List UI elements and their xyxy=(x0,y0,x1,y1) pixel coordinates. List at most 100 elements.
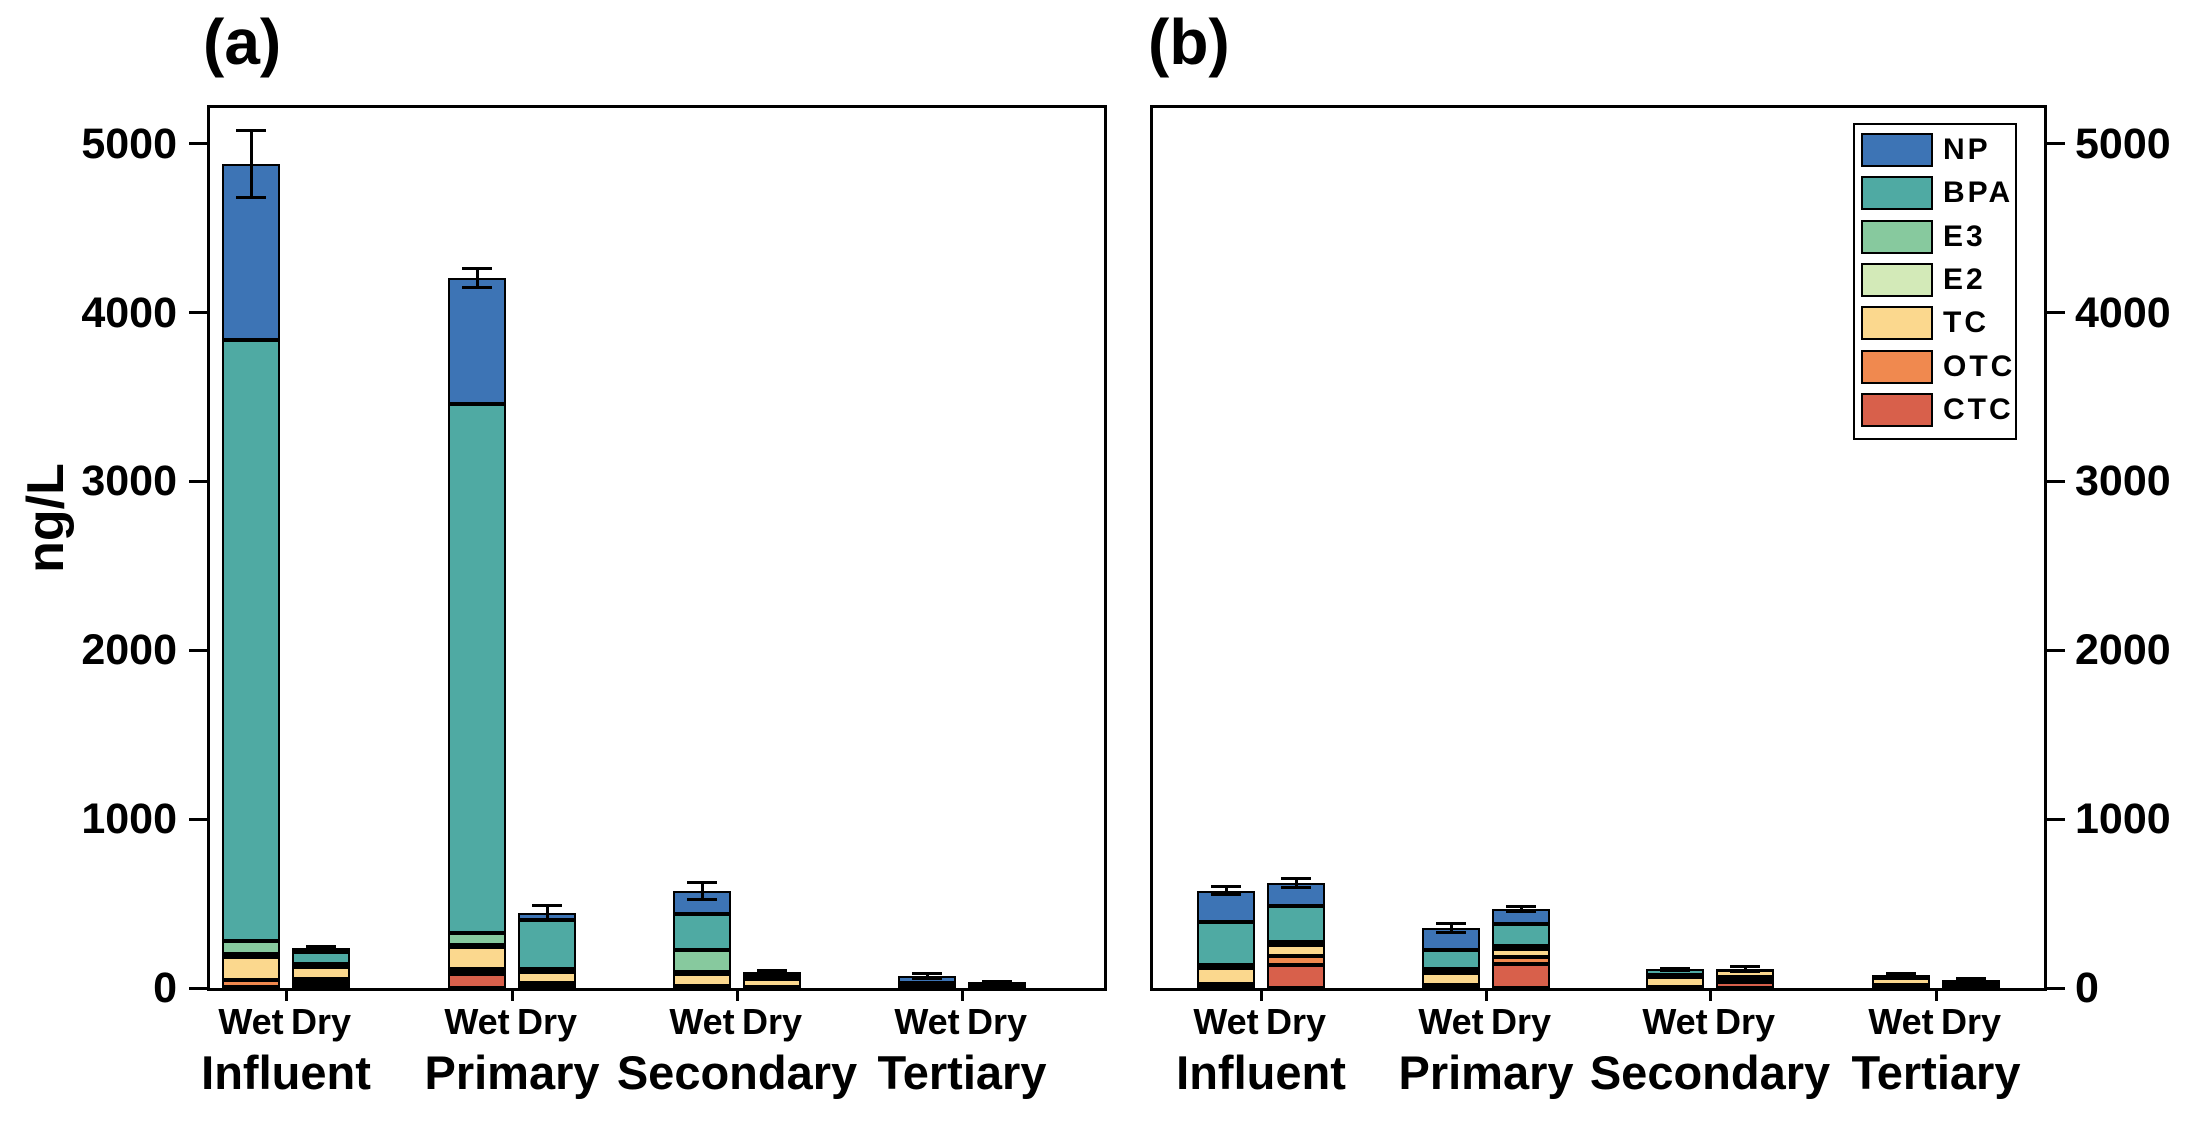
legend-label-otc: OTC xyxy=(1943,349,2016,383)
bar-segment-e2 xyxy=(1267,943,1325,946)
error-bar-cap-top xyxy=(912,971,942,975)
error-bar-cap-top xyxy=(462,267,492,271)
y-axis-tick-label: 3000 xyxy=(81,457,177,506)
bar-segment-e2 xyxy=(222,954,280,957)
legend-label-bpa: BPA xyxy=(1943,176,2014,210)
legend-swatch-np xyxy=(1861,133,1933,167)
error-bar-line xyxy=(700,882,704,900)
legend-label-np: NP xyxy=(1943,133,1991,166)
error-bar-cap-bottom xyxy=(1211,893,1241,897)
y-axis-tick-label: 1000 xyxy=(2075,795,2171,844)
error-bar-line xyxy=(770,970,774,974)
group-label-primary: Primary xyxy=(1398,1046,1574,1099)
x-axis-tick xyxy=(1934,988,1938,1001)
group-label-secondary: Secondary xyxy=(616,1046,858,1099)
condition-label-wet: Wet xyxy=(1642,1001,1708,1042)
condition-label-dry: Dry xyxy=(966,1001,1028,1042)
error-bar-cap-top xyxy=(1211,884,1241,888)
bar-segment-e3 xyxy=(1422,968,1480,972)
x-axis-tick xyxy=(735,988,739,1001)
bar-segment-otc xyxy=(1422,984,1480,987)
bar-outline xyxy=(292,948,350,988)
error-bar-cap-top xyxy=(1281,877,1311,881)
legend-label-tc: TC xyxy=(1943,306,1989,340)
bar-segment-ctc xyxy=(222,987,280,990)
bar-segment-e2 xyxy=(518,969,576,973)
y-axis-tick xyxy=(189,311,207,315)
condition-label-wet: Wet xyxy=(1868,1001,1934,1042)
error-bar-cap-bottom xyxy=(757,972,787,976)
bar-segment-ctc xyxy=(1197,987,1255,990)
error-bar-cap-top xyxy=(982,979,1012,983)
legend-swatch-e3 xyxy=(1861,219,1933,254)
bar-segment-ctc xyxy=(673,987,731,990)
error-bar-line xyxy=(1743,966,1747,972)
bar-segment-tc xyxy=(898,983,956,986)
error-bar-line xyxy=(249,130,253,198)
bar-segment-e3 xyxy=(1267,942,1325,945)
y-axis-tick-label: 0 xyxy=(153,964,177,1012)
y-axis-tick xyxy=(189,479,207,483)
error-bar-cap-bottom xyxy=(687,898,717,902)
condition-label-dry: Dry xyxy=(1940,1001,2002,1042)
panel-a-box xyxy=(207,105,1107,991)
error-bar-line xyxy=(1899,973,1903,978)
error-bar-cap-top xyxy=(687,881,717,885)
error-bar-cap-top xyxy=(236,128,266,132)
error-bar-cap-top xyxy=(1436,921,1466,925)
y-axis-tick xyxy=(2047,986,2065,990)
y-axis-tick-label: 5000 xyxy=(2075,119,2171,168)
bar-segment-e2 xyxy=(1197,966,1255,969)
bar-segment-e3 xyxy=(743,977,801,980)
condition-label-wet: Wet xyxy=(669,1001,735,1042)
bar-segment-e3 xyxy=(1197,964,1255,967)
bar-outline xyxy=(448,278,506,988)
y-axis-tick-label: 3000 xyxy=(2075,457,2171,506)
y-axis-tick xyxy=(2047,311,2065,315)
x-axis-tick xyxy=(1259,988,1263,1001)
error-bar-cap-top xyxy=(1506,905,1536,909)
condition-label-dry: Dry xyxy=(1490,1001,1552,1042)
error-bar-cap-bottom xyxy=(912,976,942,980)
x-axis-tick xyxy=(960,988,964,1001)
bar-segment-e3 xyxy=(518,968,576,971)
condition-label-wet: Wet xyxy=(1418,1001,1484,1042)
error-bar-cap-top xyxy=(1730,964,1760,968)
error-bar-cap-bottom xyxy=(1660,968,1690,972)
condition-label-wet: Wet xyxy=(218,1001,284,1042)
error-bar-cap-bottom xyxy=(1281,885,1311,889)
condition-label-wet: Wet xyxy=(894,1001,960,1042)
legend-swatch-tc xyxy=(1861,306,1933,341)
condition-label-dry: Dry xyxy=(290,1001,352,1042)
error-bar-cap-bottom xyxy=(462,285,492,289)
y-axis-tick-label: 4000 xyxy=(2075,288,2171,337)
panel-b-box xyxy=(1150,105,2047,991)
legend-swatch-otc xyxy=(1861,349,1933,384)
bar-outline xyxy=(1197,890,1255,988)
error-bar-cap-top xyxy=(757,968,787,972)
y-axis-tick xyxy=(2047,817,2065,821)
condition-label-wet: Wet xyxy=(1193,1001,1259,1042)
x-axis-tick xyxy=(1484,988,1488,1001)
y-axis-tick xyxy=(189,986,207,990)
y-axis-tick xyxy=(189,817,207,821)
bar-outline xyxy=(673,891,731,988)
legend-label-e2: E2 xyxy=(1943,262,1986,296)
error-bar-cap-bottom xyxy=(1886,975,1916,979)
group-label-influent: Influent xyxy=(201,1046,371,1099)
legend-swatch-bpa xyxy=(1861,176,1933,211)
error-bar-cap-bottom xyxy=(982,981,1012,985)
bar-segment-otc xyxy=(968,986,1026,989)
error-bar-line xyxy=(925,973,929,979)
bar-segment-bpa xyxy=(743,975,801,978)
legend-label-ctc: CTC xyxy=(1943,392,2014,426)
bar-segment-tc xyxy=(1942,981,2000,987)
condition-label-dry: Dry xyxy=(741,1001,803,1042)
legend-swatch-e2 xyxy=(1861,262,1933,297)
x-axis-tick xyxy=(510,988,514,1001)
bar-outline xyxy=(1492,908,1550,988)
error-bar-line xyxy=(1224,886,1228,895)
condition-label-dry: Dry xyxy=(1714,1001,1776,1042)
y-axis-tick-label: 2000 xyxy=(81,626,177,675)
error-bar-cap-top xyxy=(1886,972,1916,976)
